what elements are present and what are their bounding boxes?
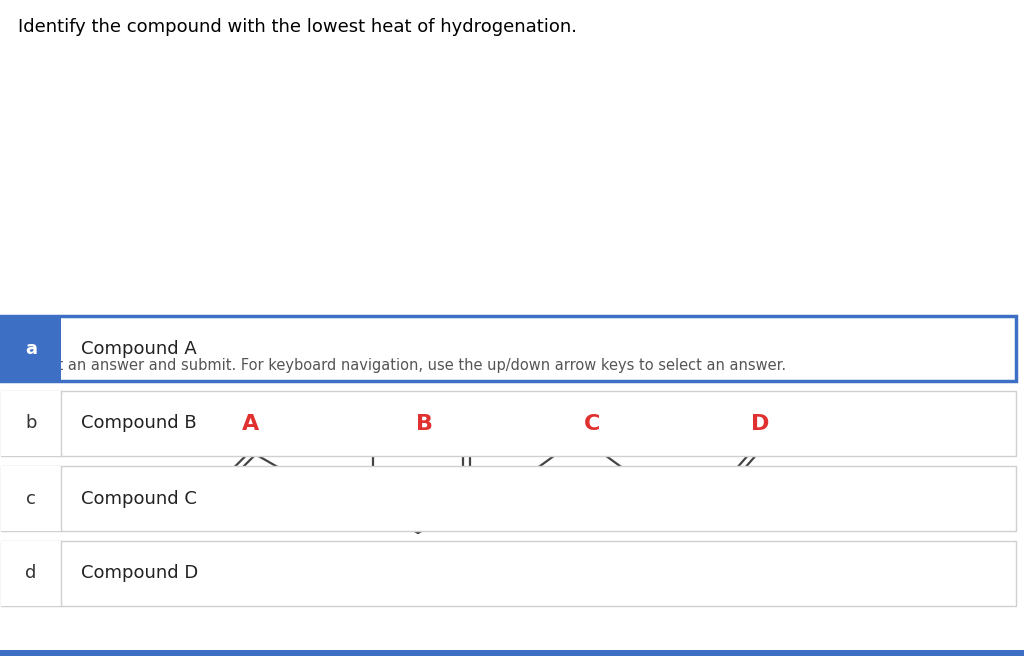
- Text: c: c: [26, 489, 36, 508]
- Text: D: D: [751, 414, 769, 434]
- Text: a: a: [25, 340, 37, 358]
- Text: A: A: [243, 414, 259, 434]
- Text: Compound B: Compound B: [81, 415, 197, 432]
- Bar: [1, 541, 61, 606]
- Text: Select an answer and submit. For keyboard navigation, use the up/down arrow keys: Select an answer and submit. For keyboar…: [18, 358, 786, 373]
- Text: B: B: [417, 414, 433, 434]
- Bar: [1, 466, 1016, 531]
- Text: Compound C: Compound C: [81, 489, 197, 508]
- Text: Identify the compound with the lowest heat of hydrogenation.: Identify the compound with the lowest he…: [18, 18, 577, 36]
- Bar: [1, 541, 1016, 606]
- Text: Compound A: Compound A: [81, 340, 197, 358]
- Text: b: b: [26, 415, 37, 432]
- Bar: [0, 650, 1024, 656]
- Text: C: C: [584, 414, 600, 434]
- Bar: [1, 466, 61, 531]
- Bar: [1, 316, 61, 381]
- Bar: [1, 391, 61, 456]
- Bar: [1, 316, 1016, 381]
- Text: d: d: [26, 565, 37, 583]
- Text: Compound D: Compound D: [81, 565, 199, 583]
- Bar: [1, 391, 1016, 456]
